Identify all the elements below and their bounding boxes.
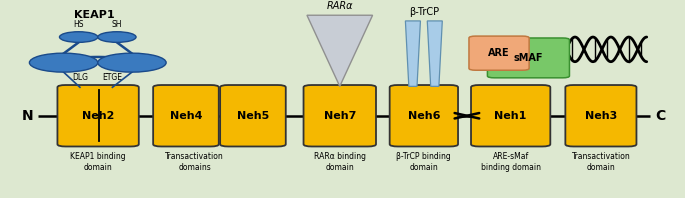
FancyBboxPatch shape: [488, 38, 569, 78]
Text: Transactivation
domain: Transactivation domain: [571, 152, 630, 172]
Polygon shape: [307, 15, 373, 86]
FancyBboxPatch shape: [390, 85, 458, 147]
Circle shape: [98, 32, 136, 42]
Text: RARα: RARα: [327, 1, 353, 11]
Text: ETGE: ETGE: [102, 73, 123, 82]
Text: KEAP1: KEAP1: [74, 10, 114, 20]
Text: Neh1: Neh1: [495, 111, 527, 121]
FancyBboxPatch shape: [220, 85, 286, 147]
Text: HS: HS: [73, 20, 84, 29]
FancyBboxPatch shape: [469, 36, 529, 70]
FancyBboxPatch shape: [58, 85, 139, 147]
Text: Neh4: Neh4: [170, 111, 202, 121]
Circle shape: [60, 32, 98, 42]
Text: β-TrCP binding
domain: β-TrCP binding domain: [397, 152, 451, 172]
Polygon shape: [427, 21, 443, 86]
Text: Neh6: Neh6: [408, 111, 440, 121]
Circle shape: [98, 53, 166, 72]
FancyBboxPatch shape: [565, 85, 636, 147]
FancyBboxPatch shape: [471, 85, 550, 147]
Text: ARE: ARE: [488, 48, 510, 58]
Text: SH: SH: [112, 20, 122, 29]
Text: Transactivation
domains: Transactivation domains: [166, 152, 224, 172]
Text: Neh7: Neh7: [323, 111, 356, 121]
Polygon shape: [406, 21, 421, 86]
Text: Neh2: Neh2: [82, 111, 114, 121]
Circle shape: [29, 53, 98, 72]
Text: sMAF: sMAF: [514, 53, 543, 63]
Text: KEAP1 binding
domain: KEAP1 binding domain: [71, 152, 126, 172]
Text: Neh5: Neh5: [237, 111, 269, 121]
Text: N: N: [22, 109, 34, 123]
Text: β-TrCP: β-TrCP: [409, 7, 439, 17]
Text: DLG: DLG: [72, 73, 88, 82]
FancyBboxPatch shape: [303, 85, 376, 147]
Text: C: C: [656, 109, 666, 123]
Text: Neh3: Neh3: [585, 111, 617, 121]
Text: RARα binding
domain: RARα binding domain: [314, 152, 366, 172]
FancyBboxPatch shape: [153, 85, 219, 147]
Text: ARE-sMaf
binding domain: ARE-sMaf binding domain: [481, 152, 540, 172]
